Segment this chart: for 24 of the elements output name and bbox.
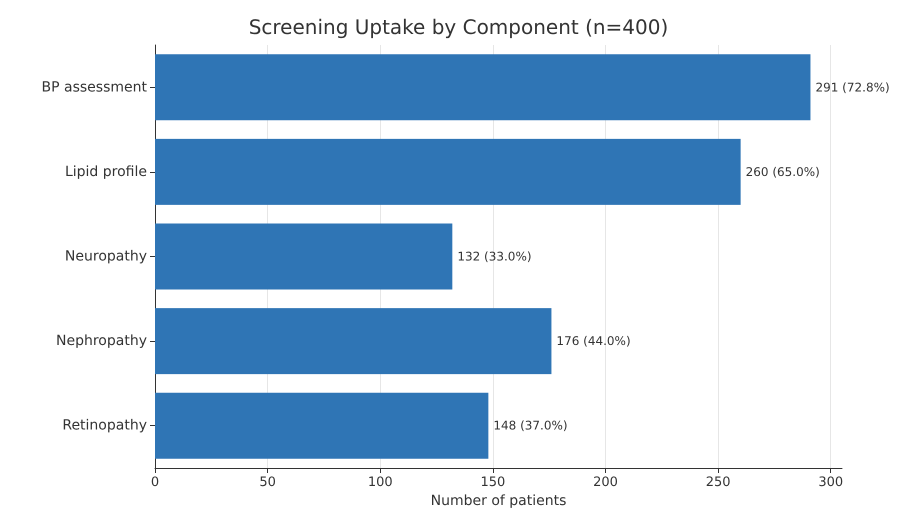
y-tick-label: Nephropathy	[56, 333, 147, 350]
bar	[155, 54, 810, 120]
x-axis-title: Number of patients	[430, 492, 566, 509]
data-label: 132 (33.0%)	[457, 250, 532, 264]
chart-title: Screening Uptake by Component (n=400)	[248, 15, 668, 39]
x-tick-label: 50	[259, 475, 276, 490]
x-tick-label: 250	[706, 475, 731, 490]
y-tick-label: Neuropathy	[64, 248, 147, 264]
data-label: 291 (72.8%)	[815, 80, 890, 94]
bar	[155, 224, 452, 290]
x-tick-label: 200	[593, 475, 618, 490]
bar	[155, 138, 741, 205]
data-label: 260 (65.0%)	[746, 164, 820, 179]
bar	[155, 308, 552, 374]
y-tick-label: BP assessment	[42, 79, 148, 96]
y-tick-label: Retinopathy	[62, 418, 147, 434]
x-tick-label: 150	[480, 475, 506, 490]
x-tick-label: 300	[818, 475, 844, 490]
x-tick-label: 0	[150, 475, 160, 490]
y-tick-label: Lipid profile	[64, 164, 147, 180]
x-tick-label: 100	[368, 475, 393, 490]
bar	[155, 392, 488, 459]
data-label: 176 (44.0%)	[556, 334, 631, 348]
data-label: 148 (37.0%)	[493, 418, 568, 433]
